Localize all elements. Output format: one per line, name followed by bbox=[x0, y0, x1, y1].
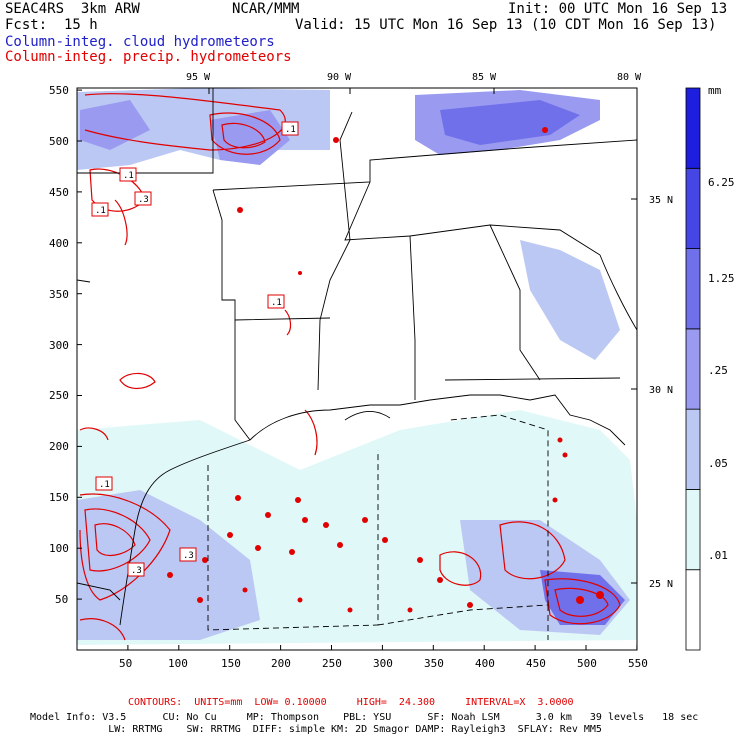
offshore-boundaries bbox=[207, 414, 549, 640]
boundaries bbox=[77, 88, 637, 626]
org-label: NCAR/MMM bbox=[232, 1, 300, 17]
colorbar-label: 6.25 bbox=[708, 176, 735, 189]
contour-label: .1 bbox=[99, 480, 110, 490]
x-tick-label: 350 bbox=[424, 657, 444, 670]
cloud-field bbox=[77, 88, 637, 645]
y-tick-label: 400 bbox=[49, 237, 69, 250]
x-tick-label: 50 bbox=[119, 657, 132, 670]
y-tick-label: 550 bbox=[49, 84, 69, 97]
y-tick-label: 150 bbox=[49, 491, 69, 504]
contour-label: .3 bbox=[131, 566, 142, 576]
lon-label: 95 W bbox=[186, 72, 211, 83]
init-time: Init: 00 UTC Mon 16 Sep 13 bbox=[508, 1, 728, 17]
x-tick-label: 500 bbox=[577, 657, 597, 670]
x-tick-label: 450 bbox=[526, 657, 546, 670]
y-tick-label: 200 bbox=[49, 440, 69, 453]
colorbar-label: 1.25 bbox=[708, 272, 735, 285]
x-tick-label: 150 bbox=[221, 657, 241, 670]
precip-cells bbox=[167, 127, 604, 613]
colorbar-label: .05 bbox=[708, 457, 728, 470]
contour-label: .3 bbox=[138, 195, 149, 205]
field-precip-title: Column-integ. precip. hydrometeors bbox=[5, 49, 292, 65]
colorbar-swatch bbox=[685, 408, 701, 490]
lon-label: 85 W bbox=[472, 72, 497, 83]
x-tick-label: 250 bbox=[322, 657, 342, 670]
y-tick-label: 350 bbox=[49, 288, 69, 301]
forecast-label: Fcst: bbox=[5, 17, 48, 33]
x-tick-label: 200 bbox=[271, 657, 291, 670]
contour-label: .3 bbox=[183, 551, 194, 561]
colorbar-swatch bbox=[685, 489, 701, 571]
y-tick-label: 300 bbox=[49, 339, 69, 352]
y-tick-label: 250 bbox=[49, 389, 69, 402]
y-tick-label: 450 bbox=[49, 186, 69, 199]
y-tick-label: 100 bbox=[49, 542, 69, 555]
model-info-line1: Model Info: V3.5 CU: No Cu MP: Thompson … bbox=[30, 712, 699, 723]
contours-info: CONTOURS: UNITS=mm LOW= 0.10000 HIGH= 24… bbox=[128, 697, 574, 708]
x-tick-label: 550 bbox=[628, 657, 648, 670]
colorbar-swatch bbox=[685, 328, 701, 410]
contour-label: .1 bbox=[95, 206, 106, 216]
field-cloud-title: Column-integ. cloud hydrometeors bbox=[5, 34, 275, 50]
colorbar-swatch bbox=[685, 569, 701, 651]
forecast-hour: 15 h bbox=[64, 17, 98, 33]
contour-label: .1 bbox=[123, 171, 134, 181]
lat-label: 30 N bbox=[649, 385, 673, 396]
colorbar-unit: mm bbox=[708, 84, 722, 97]
lat-label: 35 N bbox=[649, 195, 673, 206]
colorbar-label: .25 bbox=[708, 364, 728, 377]
x-tick-label: 400 bbox=[475, 657, 495, 670]
model-title: SEAC4RS 3km ARW bbox=[5, 1, 140, 17]
lat-label: 25 N bbox=[649, 579, 673, 590]
y-tick-label: 50 bbox=[55, 593, 68, 606]
valid-time: Valid: 15 UTC Mon 16 Sep 13 (10 CDT Mon … bbox=[295, 17, 717, 33]
colorbar-swatch bbox=[685, 167, 701, 249]
map-frame bbox=[76, 87, 638, 651]
colorbar-label: .01 bbox=[708, 549, 728, 562]
y-tick-label: 500 bbox=[49, 135, 69, 148]
colorbar: mm 6.25 1.25 .25 .05 .01 bbox=[685, 84, 735, 651]
y-tick-labels: 550 500 450 400 350 300 250 200 150 100 … bbox=[49, 84, 69, 606]
axis-ticks bbox=[76, 88, 638, 651]
colorbar-swatch bbox=[685, 87, 701, 169]
contour-label: .1 bbox=[271, 298, 282, 308]
lon-label: 80 W bbox=[617, 72, 642, 83]
precip-contours bbox=[79, 93, 621, 641]
model-info-line2: LW: RRTMG SW: RRTMG DIFF: simple KM: 2D … bbox=[30, 724, 602, 735]
colorbar-swatch bbox=[685, 248, 701, 330]
lon-label: 90 W bbox=[327, 72, 352, 83]
contour-label: .1 bbox=[285, 125, 296, 135]
x-tick-label: 300 bbox=[373, 657, 393, 670]
x-tick-label: 100 bbox=[168, 657, 188, 670]
x-tick-labels: 50 100 150 200 250 300 350 400 450 500 5… bbox=[119, 657, 648, 670]
contour-labels: .1 .1 .3 .1 .1 .1 .3 .3 bbox=[91, 121, 299, 577]
